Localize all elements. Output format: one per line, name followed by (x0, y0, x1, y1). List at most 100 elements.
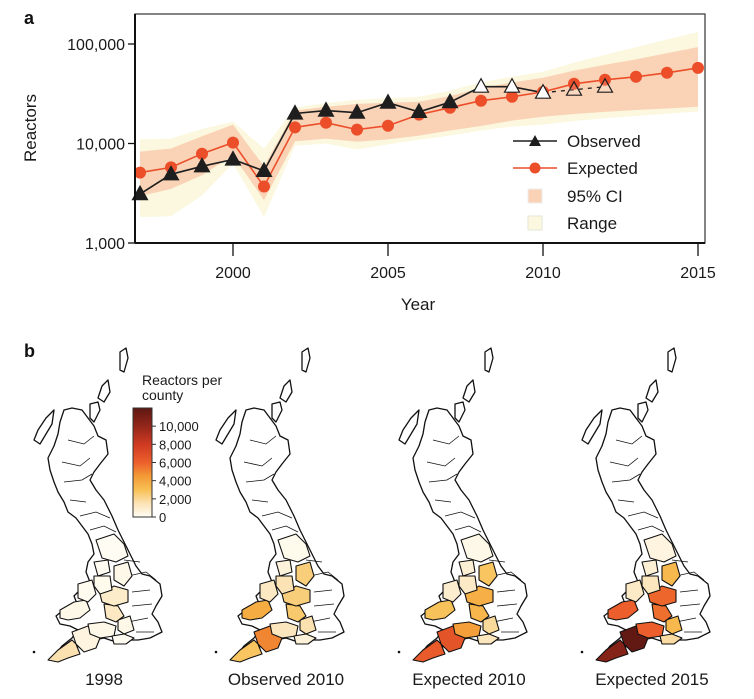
county-sw-wales (241, 599, 273, 621)
observed-point-open (472, 77, 490, 93)
expected-point (382, 119, 394, 132)
county-wiltshire (482, 615, 500, 635)
expected-point (692, 61, 704, 74)
county-north-england (277, 533, 311, 563)
x-tick-label: 2015 (680, 265, 716, 282)
county-map: Expected 2015 (580, 347, 711, 689)
county-boundaries (61, 435, 157, 633)
county-shropshire (275, 575, 295, 595)
county-staffordshire (661, 561, 681, 587)
expected-point (289, 121, 301, 134)
county-map: 1998 (32, 347, 163, 689)
ci-band (140, 47, 698, 201)
x-tick-label: 2005 (370, 265, 406, 282)
county-mid-wales (625, 579, 645, 603)
county-boundaries (243, 435, 339, 633)
colorbar-title-line1: Reactors per (142, 372, 222, 388)
expected-point (351, 123, 363, 136)
map-label: Observed 2010 (228, 670, 344, 689)
scilly-isles-dot (397, 650, 401, 654)
colorbar-tick-label: 8,000 (159, 437, 192, 452)
county-sw-wales (424, 599, 456, 621)
expected-point (506, 90, 518, 103)
observed-point (193, 157, 211, 173)
county-wiltshire (299, 615, 317, 635)
map-label: Expected 2010 (412, 670, 525, 689)
county-dorset (476, 633, 500, 645)
legend-item-ci: 95% CI (527, 187, 623, 206)
legend-label-ci: 95% CI (567, 187, 623, 206)
observed-point (255, 161, 273, 177)
expected-point (661, 66, 673, 79)
colorbar-tick-label: 0 (159, 510, 166, 525)
county-shropshire (93, 575, 113, 595)
county-cornwall (229, 639, 263, 663)
county-cheshire (275, 559, 293, 577)
map-label: 1998 (85, 670, 123, 689)
reactors-time-series-chart: 1,000 10,000 100,000 2000 2005 2010 2015 Reac… (21, 13, 716, 314)
county-map: Observed 2010 (214, 347, 345, 689)
county-dorset (659, 633, 683, 645)
county-maps: 1998 Observed 2010 Expected 2010 Expected 2… (32, 347, 711, 689)
expected-point (227, 136, 239, 149)
ci-swatch (527, 188, 543, 204)
x-axis-ticks: 2000 2005 2010 2015 (215, 243, 716, 282)
county-staffordshire (478, 561, 498, 587)
county-cheshire (458, 559, 476, 577)
colorbar-title-line2: county (142, 387, 183, 403)
county-map: Expected 2010 (397, 347, 528, 689)
observed-point (162, 165, 180, 181)
y-tick-label: 100,000 (67, 37, 125, 54)
y-axis-ticks: 1,000 10,000 100,000 (67, 37, 135, 253)
scilly-isles-dot (32, 650, 36, 654)
observed-point (224, 150, 242, 166)
colorbar-tick-label: 2,000 (159, 492, 192, 507)
observed-point (131, 184, 149, 201)
county-cornwall (412, 639, 446, 663)
y-axis-title: Reactors (21, 94, 40, 162)
county-north-england (460, 533, 494, 563)
observed-point (348, 103, 366, 119)
county-boundaries (609, 435, 705, 633)
county-cheshire (641, 559, 659, 577)
colorbar-gradient (132, 407, 153, 518)
scilly-isles-dot (214, 650, 218, 654)
panel-label-a: a (24, 8, 35, 28)
county-shropshire (458, 575, 478, 595)
legend-item-expected: Expected (513, 159, 638, 178)
county-staffordshire (113, 561, 133, 587)
x-tick-label: 2010 (525, 265, 561, 282)
county-dorset (111, 633, 135, 645)
observed-line-dashed (542, 86, 606, 94)
county-mid-wales (77, 579, 97, 603)
county-sw-wales (607, 599, 639, 621)
legend-label-expected: Expected (567, 159, 638, 178)
colorbar-tick-label: 6,000 (159, 456, 192, 471)
observed-point-open (596, 77, 614, 93)
legend-label-observed: Observed (567, 132, 641, 151)
expected-point (196, 147, 208, 160)
expected-point (320, 116, 332, 129)
legend-label-range: Range (567, 214, 617, 233)
observed-point (286, 104, 304, 120)
map-label: Expected 2015 (595, 670, 708, 689)
county-cheshire (93, 559, 111, 577)
range-swatch (527, 215, 543, 231)
county-shropshire (641, 575, 661, 595)
legend-item-range: Range (527, 214, 617, 233)
panel-label-b: b (24, 341, 35, 361)
observed-point-open (565, 80, 583, 96)
great-britain-outline (398, 347, 528, 661)
colorbar-ticks: 0 2,000 4,000 6,000 8,000 10,000 (152, 419, 199, 525)
great-britain-outline (581, 347, 711, 661)
colorbar-tick-label: 4,000 (159, 474, 192, 489)
expected-point (630, 70, 642, 83)
county-wiltshire (665, 615, 683, 635)
county-mid-wales (259, 579, 279, 603)
observed-point (441, 92, 459, 109)
great-britain-outline (215, 347, 345, 661)
county-wiltshire (117, 615, 135, 635)
observed-point (410, 102, 428, 118)
series-markers (131, 61, 704, 201)
